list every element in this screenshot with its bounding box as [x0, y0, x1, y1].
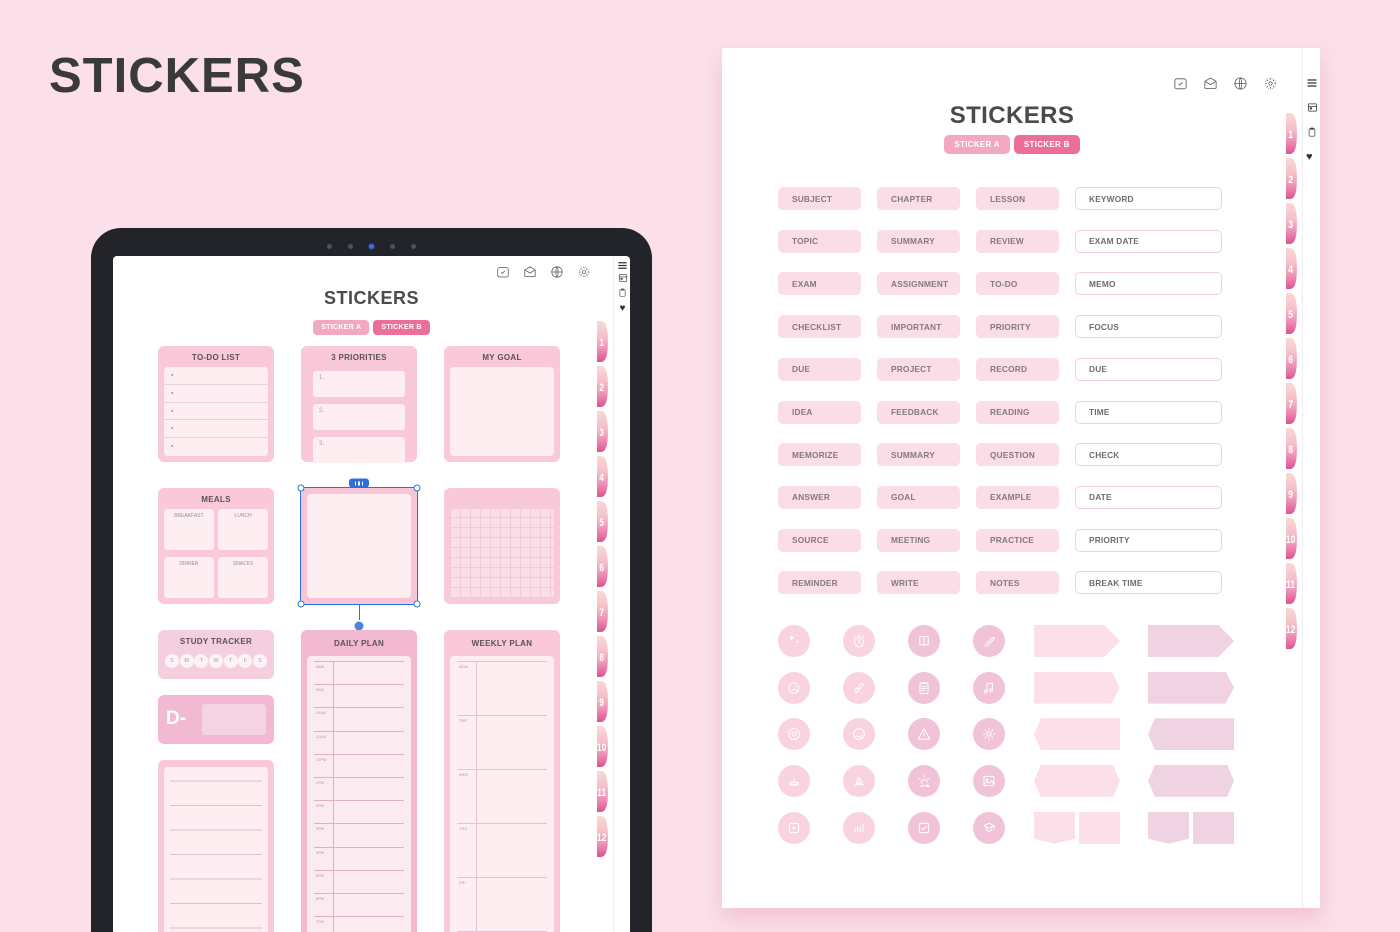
svg-text:4: 4	[599, 472, 604, 484]
svg-text:9: 9	[1288, 489, 1293, 501]
svg-text:2: 2	[599, 382, 604, 394]
svg-text:8: 8	[1288, 444, 1293, 456]
svg-text:1: 1	[599, 337, 604, 349]
svg-text:7: 7	[599, 607, 604, 619]
svg-text:9: 9	[599, 697, 604, 709]
svg-text:2: 2	[1288, 174, 1293, 186]
svg-text:11: 11	[597, 787, 606, 799]
svg-text:1: 1	[1288, 129, 1293, 141]
svg-text:3: 3	[599, 427, 604, 439]
svg-text:6: 6	[599, 562, 604, 574]
svg-text:10: 10	[1286, 534, 1296, 546]
svg-text:3: 3	[1288, 219, 1293, 231]
svg-text:5: 5	[1288, 309, 1293, 321]
svg-text:8: 8	[599, 652, 604, 664]
svg-text:12: 12	[1286, 624, 1296, 636]
svg-text:10: 10	[597, 742, 607, 754]
svg-text:7: 7	[1288, 399, 1293, 411]
svg-text:5: 5	[599, 517, 604, 529]
svg-text:6: 6	[1288, 354, 1293, 366]
svg-text:11: 11	[1286, 579, 1295, 591]
svg-text:12: 12	[597, 832, 607, 844]
svg-text:4: 4	[1288, 264, 1293, 276]
